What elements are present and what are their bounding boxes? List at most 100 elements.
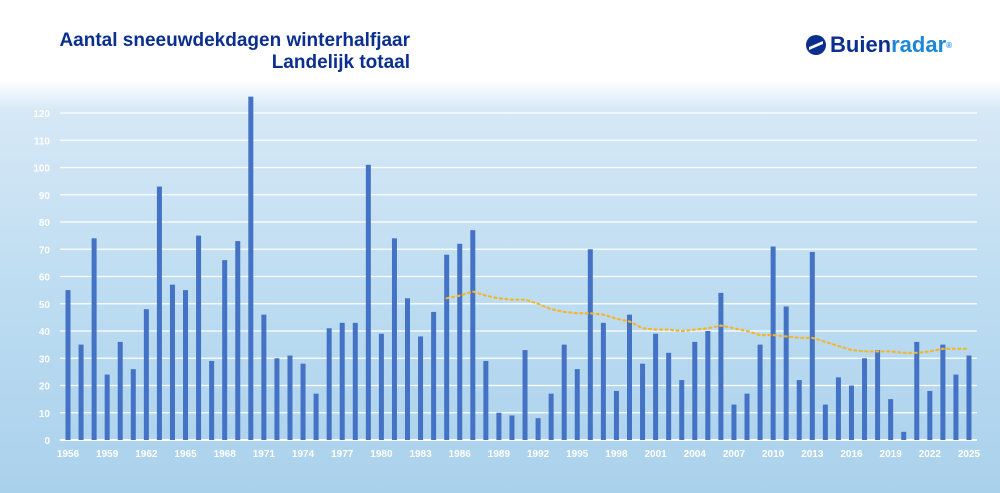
x-tick-label: 2001	[644, 449, 667, 460]
y-tick-label: 40	[39, 327, 51, 338]
bar-1971	[261, 314, 267, 440]
bar-1986	[457, 243, 463, 440]
bar-2005	[705, 331, 711, 440]
x-tick-label: 1968	[214, 449, 237, 460]
bar-1989	[496, 412, 502, 440]
bar-1963	[156, 186, 162, 440]
bar-2006	[718, 292, 724, 440]
bar-1998	[613, 390, 619, 440]
bar-1987	[470, 230, 476, 440]
x-tick-label: 1974	[292, 449, 315, 460]
bar-1967	[209, 360, 215, 440]
x-tick-label: 2007	[723, 449, 746, 460]
bar-2021	[914, 341, 920, 440]
bar-1979	[365, 164, 371, 440]
x-tick-label: 1992	[527, 449, 550, 460]
y-tick-label: 30	[39, 354, 51, 365]
bar-2010	[770, 246, 776, 440]
bar-1982	[405, 298, 411, 440]
bar-1975	[313, 393, 319, 440]
bar-2018	[875, 350, 881, 440]
bar-1964	[169, 284, 175, 440]
x-tick-label: 1959	[96, 449, 119, 460]
bar-1984	[431, 311, 437, 440]
y-tick-label: 110	[34, 136, 51, 147]
bar-2015	[835, 377, 841, 440]
y-tick-label: 90	[39, 191, 51, 202]
y-tick-label: 20	[39, 382, 51, 393]
x-tick-label: 2022	[919, 449, 942, 460]
bar-1997	[600, 322, 606, 440]
x-tick-label: 2016	[840, 449, 863, 460]
x-tick-label: 1986	[449, 449, 472, 460]
bar-2011	[783, 306, 789, 440]
x-tick-label: 2004	[684, 449, 707, 460]
bar-1972	[274, 358, 280, 440]
bar-2014	[822, 404, 828, 440]
x-tick-label: 1989	[488, 449, 511, 460]
logo-text-2: radar	[891, 32, 947, 57]
bar-1960	[117, 341, 123, 440]
bar-2013	[809, 251, 815, 440]
logo-icon	[806, 35, 826, 55]
bar-1961	[130, 369, 136, 440]
y-tick-label: 100	[33, 164, 50, 175]
bar-1990	[509, 415, 515, 440]
y-tick-label: 0	[44, 436, 50, 447]
x-tick-label: 1977	[331, 449, 354, 460]
x-tick-label: 1983	[409, 449, 432, 460]
bar-1980	[378, 333, 384, 440]
bar-2003	[679, 380, 685, 440]
bar-2008	[744, 393, 750, 440]
buienradar-logo: Buien radar ®	[805, 32, 952, 58]
bar-1959	[104, 374, 110, 440]
bar-1994	[561, 344, 567, 440]
y-tick-label: 80	[39, 218, 51, 229]
title-line-2: Landelijk totaal	[271, 52, 410, 73]
bar-2025	[966, 355, 972, 440]
bar-1981	[391, 238, 397, 440]
bar-2001	[653, 333, 659, 440]
x-tick-label: 1971	[253, 449, 276, 460]
bar-1974	[300, 363, 306, 440]
bar-2024	[953, 374, 959, 440]
y-tick-label: 120	[33, 109, 50, 120]
x-tick-label: 1956	[57, 449, 80, 460]
y-tick-label: 10	[39, 409, 51, 420]
bar-1988	[483, 360, 489, 440]
y-tick-label: 50	[39, 300, 51, 311]
x-tick-label: 1965	[174, 449, 197, 460]
bar-1958	[91, 238, 97, 440]
bar-2020	[901, 431, 907, 440]
logo-text-1: Buien	[830, 32, 892, 57]
y-tick-label: 70	[39, 245, 51, 256]
y-tick-label: 60	[39, 273, 51, 284]
bar-2023	[940, 344, 946, 440]
chart-title: Aantal sneeuwdekdagen winterhalfjaar Lan…	[40, 30, 410, 74]
x-tick-label: 2025	[958, 449, 981, 460]
bar-1968	[222, 260, 228, 440]
x-tick-label: 2019	[880, 449, 903, 460]
bar-1966	[196, 235, 202, 440]
x-tick-label: 2010	[762, 449, 785, 460]
title-line-1: Aantal sneeuwdekdagen winterhalfjaar	[59, 30, 410, 51]
bar-2019	[888, 399, 894, 440]
bar-2009	[757, 344, 763, 440]
bar-2004	[692, 341, 698, 440]
x-tick-label: 2013	[801, 449, 824, 460]
bar-1973	[287, 355, 293, 440]
bar-1983	[418, 336, 424, 440]
bar-1962	[143, 309, 149, 440]
bar-1976	[326, 328, 332, 440]
bar-2017	[862, 358, 868, 440]
bar-1999	[626, 314, 632, 440]
bar-1956	[65, 290, 71, 440]
bar-2022	[927, 390, 933, 440]
x-tick-label: 1998	[605, 449, 628, 460]
bar-2000	[640, 363, 646, 440]
x-tick-label: 1995	[566, 449, 589, 460]
bar-2016	[848, 385, 854, 440]
x-tick-label: 1962	[135, 449, 158, 460]
bar-1995	[574, 369, 580, 440]
